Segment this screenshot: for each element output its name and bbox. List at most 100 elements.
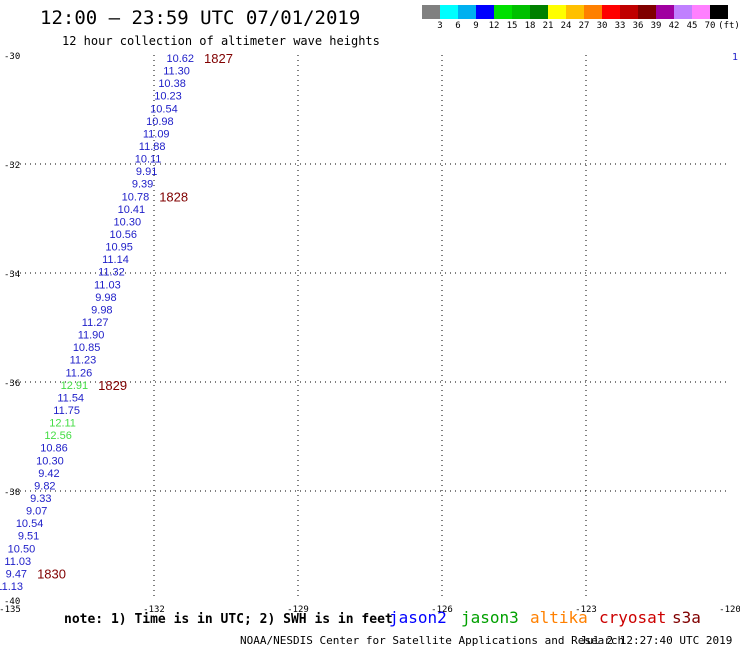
wave-height-value: 11.30 [163, 66, 190, 78]
wave-height-value: 10.30 [36, 455, 64, 467]
scale-label: 6 [455, 21, 461, 31]
scale-swatch [620, 5, 638, 19]
generated-timestamp: Jul 2 12:27:40 UTC 2019 [580, 634, 733, 647]
wave-height-value: 10.78 [122, 191, 150, 203]
wave-height-value: 10.23 [154, 91, 182, 103]
color-scale: 3 6 9 12 15 18 21 24 27 30 33 36 39 42 45 70 (ft) [0, 0, 740, 40]
wave-height-value: 11.03 [4, 556, 31, 568]
lat-tick-label: -30 [4, 52, 20, 62]
wave-height-value: 10.62 [166, 53, 194, 65]
wave-height-value: 9.42 [38, 468, 59, 480]
lon-tick-label: -120 [719, 605, 740, 615]
wave-height-value: 10.85 [73, 342, 101, 354]
scale-swatch [674, 5, 692, 19]
wave-height-value: 9.47 [6, 568, 27, 580]
scale-swatch [602, 5, 620, 19]
scale-label: 33 [614, 21, 626, 31]
wave-height-value: 12.11 [49, 418, 76, 430]
lat-tick-label: -40 [4, 597, 20, 607]
scale-label: 3 [437, 21, 443, 31]
wave-height-value: 11.03 [94, 279, 121, 291]
scale-swatch [422, 5, 440, 19]
wave-height-value: 10.56 [109, 229, 137, 241]
scale-swatch [530, 5, 548, 19]
lat-tick-label: -32 [4, 161, 20, 171]
wave-height-value: 10.50 [8, 543, 36, 555]
scale-label: 36 [632, 21, 644, 31]
lon-tick-label: -135 [0, 605, 21, 615]
pass-time-label: 1828 [159, 189, 188, 204]
scale-swatch [584, 5, 602, 19]
wave-height-value: 11.13 [0, 581, 23, 593]
wave-height-value: 11.54 [57, 392, 84, 404]
legend-jason3: jason3 [461, 608, 519, 627]
scale-swatch [512, 5, 530, 19]
scale-label: 15 [506, 21, 518, 31]
scale-swatch [494, 5, 512, 19]
scale-swatch [692, 5, 710, 19]
scale-label: 45 [686, 21, 698, 31]
scale-label: 27 [578, 21, 590, 31]
pass-time-label: 1827 [204, 51, 233, 66]
lon-tick-label: -126 [431, 605, 453, 615]
credit-line: NOAA/NESDIS Center for Satellite Applica… [240, 634, 625, 647]
scale-unit: (ft) [718, 21, 740, 31]
lat-tick-label: -38 [4, 488, 20, 498]
scale-swatch [476, 5, 494, 19]
scale-swatch [440, 5, 458, 19]
scale-swatch [458, 5, 476, 19]
wave-height-value: 9.98 [95, 292, 116, 304]
lat-tick-label: -34 [4, 270, 20, 280]
wave-height-value: 9.33 [30, 493, 51, 505]
wave-height-value: 10.98 [146, 116, 174, 128]
wave-height-value: 10.30 [114, 216, 142, 228]
page-title: 12:00 — 23:59 UTC 07/01/2019 [40, 7, 361, 29]
scale-label: 42 [668, 21, 680, 31]
scale-label: 70 [704, 21, 716, 31]
scale-label: 30 [596, 21, 608, 31]
lat-tick-label: -36 [4, 379, 20, 389]
lon-tick-label: -129 [287, 605, 309, 615]
wave-height-value: 9.82 [34, 480, 55, 492]
pass-time-label: 1830 [37, 566, 66, 581]
wave-height-value: 11.32 [98, 267, 125, 279]
scale-swatch [548, 5, 566, 19]
scale-label: 21 [542, 21, 554, 31]
wave-height-value: 11.09 [143, 128, 170, 140]
wave-height-value: 11.14 [102, 254, 129, 266]
legend-cryosat: cryosat [599, 608, 667, 627]
wave-height-value: 10.54 [16, 518, 44, 530]
wave-height-value: 9.91 [136, 166, 157, 178]
wave-height-value: 9.07 [26, 506, 47, 518]
lon-tick-label: -132 [143, 605, 165, 615]
wave-height-value: 10.86 [40, 443, 68, 455]
scale-label: 12 [488, 21, 500, 31]
scale-swatch [638, 5, 656, 19]
scale-swatch [656, 5, 674, 19]
wave-height-value: 9.98 [91, 304, 112, 316]
scale-label: 24 [560, 21, 572, 31]
legend-s3a: s3a [672, 608, 701, 627]
scale-label: 9 [473, 21, 479, 31]
wave-height-value: 10.95 [105, 242, 133, 254]
legend-jason2: jason2 [389, 608, 447, 627]
wave-height-value: 10.54 [150, 103, 178, 115]
wave-height-value: 9.39 [132, 179, 153, 191]
scale-swatch [710, 5, 728, 19]
wave-height-value: 10.11 [135, 154, 162, 166]
wave-height-value: 11.26 [65, 367, 92, 379]
wave-height-value: 11.75 [53, 405, 80, 417]
edge-value: 1 [732, 52, 738, 63]
pass-time-label: 1829 [98, 378, 127, 393]
wave-height-value: 12.91 [61, 380, 89, 392]
wave-height-value: 11.27 [82, 317, 109, 329]
scale-label: 18 [524, 21, 536, 31]
wave-height-value: 9.51 [18, 531, 39, 543]
wave-height-value: 11.23 [70, 355, 97, 367]
wave-height-value: 12.56 [44, 430, 72, 442]
wave-height-value: 11.88 [139, 141, 166, 153]
scale-swatch [566, 5, 584, 19]
wave-height-value: 10.41 [118, 204, 146, 216]
wave-height-value: 10.38 [158, 78, 186, 90]
